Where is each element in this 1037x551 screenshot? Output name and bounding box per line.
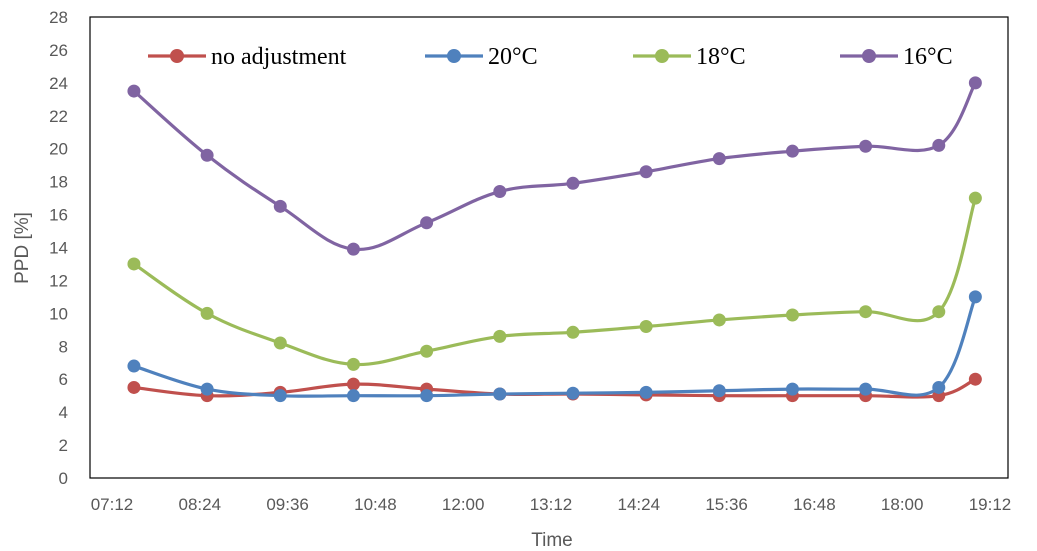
y-tick-label: 6 [59, 370, 68, 389]
data-point-marker [346, 389, 360, 403]
data-point-marker [968, 372, 982, 386]
legend-label: 20°C [488, 44, 538, 70]
x-tick-label: 15:36 [705, 495, 748, 514]
data-point-marker [273, 389, 287, 403]
legend-item: 20°C [425, 44, 538, 70]
legend-label: 18°C [696, 44, 746, 70]
data-point-marker [932, 138, 946, 152]
x-tick-label: 10:48 [354, 495, 397, 514]
data-point-marker [127, 257, 141, 271]
data-point-marker [712, 152, 726, 166]
x-tick-label: 12:00 [442, 495, 485, 514]
data-point-marker [127, 359, 141, 373]
y-tick-label: 2 [59, 436, 68, 455]
data-point-marker [493, 329, 507, 343]
legend-label: no adjustment [211, 44, 347, 70]
series-1 [127, 290, 982, 403]
legend-swatch-marker [655, 49, 669, 63]
series-0 [127, 372, 982, 403]
data-point-marker [968, 191, 982, 205]
legend: no adjustment 20°C 18°C 16°C [148, 44, 953, 70]
series-line [132, 82, 977, 252]
data-point-marker [639, 320, 653, 334]
data-point-marker [859, 139, 873, 153]
data-point-marker [639, 385, 653, 399]
data-point-marker [273, 199, 287, 213]
x-tick-label: 19:12 [969, 495, 1012, 514]
plot-area-frame [89, 16, 1009, 479]
data-point-marker [346, 377, 360, 391]
legend-item: 18°C [633, 44, 746, 70]
data-point-marker [127, 380, 141, 394]
data-point-marker [346, 242, 360, 256]
x-tick-label: 09:36 [266, 495, 309, 514]
data-point-marker [785, 382, 799, 396]
data-point-marker [785, 308, 799, 322]
data-point-marker [639, 165, 653, 179]
data-point-marker [785, 144, 799, 158]
data-point-marker [968, 76, 982, 90]
legend-swatch-marker [862, 49, 876, 63]
legend-swatch-marker [447, 49, 461, 63]
data-point-marker [566, 386, 580, 400]
x-tick-label: 18:00 [881, 495, 924, 514]
legend-item: 16°C [840, 44, 953, 70]
y-tick-label: 8 [59, 337, 68, 356]
data-point-marker [273, 336, 287, 350]
data-point-marker [346, 357, 360, 371]
series-line [133, 197, 977, 367]
data-point-marker [566, 176, 580, 190]
y-tick-label: 18 [49, 173, 68, 192]
legend-swatch-marker [170, 49, 184, 63]
data-point-marker [932, 380, 946, 394]
series-3 [127, 76, 982, 256]
legend-item: no adjustment [148, 44, 347, 70]
y-tick-label: 20 [49, 140, 68, 159]
x-tick-label: 07:12 [91, 495, 134, 514]
x-tick-label: 08:24 [179, 495, 222, 514]
data-point-marker [127, 84, 141, 98]
x-tick-label: 13:12 [530, 495, 573, 514]
data-point-marker [566, 325, 580, 339]
y-tick-label: 4 [59, 403, 68, 422]
x-axis-title: Time [531, 530, 573, 551]
y-tick-label: 28 [49, 8, 68, 27]
data-point-marker [712, 384, 726, 398]
y-axis-title: PPD [%] [12, 212, 33, 284]
series-2 [127, 191, 982, 371]
data-point-marker [859, 382, 873, 396]
y-tick-label: 14 [49, 239, 68, 258]
data-point-marker [493, 185, 507, 199]
data-point-marker [493, 387, 507, 401]
data-point-marker [200, 306, 214, 320]
y-tick-label: 26 [49, 41, 68, 60]
x-axis-ticks: 07:12 08:24 09:36 10:48 12:00 13:12 14:24 15:36… [91, 495, 1012, 514]
data-point-marker [200, 382, 214, 396]
data-point-marker [200, 148, 214, 162]
data-point-marker [932, 305, 946, 319]
y-tick-label: 24 [49, 74, 68, 93]
x-tick-label: 14:24 [618, 495, 661, 514]
y-tick-label: 16 [49, 206, 68, 225]
x-tick-label: 16:48 [793, 495, 836, 514]
data-point-marker [859, 305, 873, 319]
data-point-marker [420, 389, 434, 403]
legend-label: 16°C [903, 44, 953, 70]
y-tick-label: 12 [49, 271, 68, 290]
data-point-marker [968, 290, 982, 304]
data-point-marker [420, 216, 434, 230]
data-point-marker [712, 313, 726, 327]
y-tick-label: 22 [49, 107, 68, 126]
series-layer [127, 76, 982, 403]
y-tick-label: 0 [59, 469, 68, 488]
y-tick-label: 10 [49, 304, 68, 323]
data-point-marker [420, 344, 434, 358]
